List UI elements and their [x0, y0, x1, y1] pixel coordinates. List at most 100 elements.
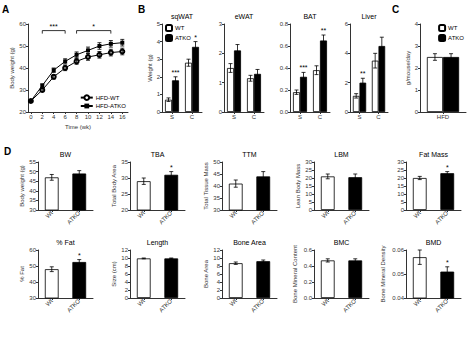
svg-text:4: 4: [125, 279, 129, 285]
svg-text:S: S: [357, 114, 361, 120]
svg-text:10: 10: [85, 114, 92, 120]
svg-text:Liver: Liver: [361, 13, 377, 20]
svg-text:*: *: [194, 34, 197, 41]
svg-text:0.2: 0.2: [280, 87, 289, 93]
svg-text:ATKO: ATKO: [66, 298, 82, 314]
svg-text:0.6: 0.6: [280, 43, 289, 49]
svg-text:50: 50: [19, 43, 26, 49]
svg-text:45: 45: [213, 171, 220, 177]
svg-text:5: 5: [401, 199, 405, 205]
svg-text:2: 2: [345, 80, 349, 86]
svg-text:Total Tissue Mass: Total Tissue Mass: [203, 162, 209, 210]
svg-text:0: 0: [345, 109, 349, 115]
svg-text:2: 2: [219, 50, 223, 56]
svg-text:8: 8: [217, 263, 221, 269]
svg-text:Fat Mass: Fat Mass: [419, 151, 448, 158]
svg-text:Wt: Wt: [320, 298, 330, 308]
svg-text:HFD-WT: HFD-WT: [96, 95, 120, 101]
svg-text:6: 6: [217, 271, 221, 277]
svg-text:40: 40: [213, 183, 220, 189]
svg-text:***: ***: [171, 69, 179, 76]
svg-text:4: 4: [157, 39, 161, 45]
svg-text:50: 50: [213, 159, 220, 165]
svg-text:0: 0: [401, 207, 405, 213]
svg-text:Lean Body Mass: Lean Body Mass: [295, 164, 301, 209]
svg-text:6: 6: [63, 114, 67, 120]
svg-text:25: 25: [397, 167, 404, 173]
svg-text:55: 55: [29, 159, 36, 165]
svg-text:4: 4: [415, 21, 419, 27]
svg-text:0.04: 0.04: [392, 295, 404, 301]
svg-text:Wt: Wt: [412, 298, 422, 308]
svg-text:D: D: [4, 146, 11, 157]
svg-text:C: C: [190, 114, 195, 120]
svg-text:0.05: 0.05: [392, 271, 404, 277]
svg-text:Body weight (g): Body weight (g): [9, 47, 15, 89]
svg-text:40: 40: [19, 65, 26, 71]
svg-text:0: 0: [217, 295, 221, 301]
svg-text:15: 15: [397, 183, 404, 189]
svg-text:C: C: [392, 4, 399, 15]
svg-text:3: 3: [219, 21, 223, 27]
svg-text:Wt: Wt: [320, 210, 330, 220]
svg-text:0.06: 0.06: [392, 247, 404, 253]
svg-text:10: 10: [121, 255, 128, 261]
svg-text:30: 30: [305, 159, 312, 165]
svg-text:C: C: [252, 114, 257, 120]
svg-text:3: 3: [157, 56, 161, 62]
svg-text:0.4: 0.4: [280, 65, 289, 71]
svg-text:0.0: 0.0: [304, 295, 313, 301]
svg-text:10: 10: [397, 191, 404, 197]
svg-text:ATKO: ATKO: [66, 210, 82, 226]
svg-text:35: 35: [121, 159, 128, 165]
svg-text:60: 60: [19, 21, 26, 27]
svg-text:25: 25: [121, 191, 128, 197]
svg-text:0: 0: [125, 295, 129, 301]
svg-text:45: 45: [29, 178, 36, 184]
svg-text:25: 25: [305, 167, 312, 173]
svg-text:0: 0: [157, 109, 161, 115]
svg-text:50: 50: [29, 169, 36, 175]
svg-text:ATKO: ATKO: [342, 298, 358, 314]
svg-text:sqWAT: sqWAT: [171, 13, 194, 21]
svg-text:Size (cm): Size (cm): [111, 261, 117, 286]
svg-text:0: 0: [415, 109, 419, 115]
svg-text:TBA: TBA: [151, 151, 165, 158]
svg-text:2: 2: [41, 114, 45, 120]
svg-text:8: 8: [75, 114, 79, 120]
svg-text:Length: Length: [147, 239, 169, 247]
svg-text:Body weight (g): Body weight (g): [19, 165, 25, 207]
svg-text:6: 6: [345, 21, 349, 27]
svg-text:**: **: [360, 70, 366, 77]
svg-text:60: 60: [29, 247, 36, 253]
svg-text:**: **: [321, 27, 327, 34]
svg-text:***: ***: [299, 64, 307, 71]
svg-text:0.6: 0.6: [304, 247, 313, 253]
svg-text:Wt: Wt: [44, 298, 54, 308]
svg-text:BAT: BAT: [303, 13, 317, 20]
svg-text:15: 15: [305, 183, 312, 189]
svg-text:ATKO: ATKO: [434, 298, 450, 314]
svg-text:Wt: Wt: [228, 298, 238, 308]
svg-text:Wt: Wt: [412, 210, 422, 220]
svg-text:WT: WT: [175, 25, 185, 31]
svg-text:C: C: [376, 114, 381, 120]
svg-text:*: *: [170, 164, 173, 171]
svg-text:35: 35: [29, 197, 36, 203]
svg-text:0.0: 0.0: [280, 109, 289, 115]
svg-text:5: 5: [309, 199, 313, 205]
svg-text:*: *: [446, 259, 449, 266]
svg-text:12: 12: [213, 247, 220, 253]
svg-text:C: C: [318, 114, 323, 120]
svg-text:WT: WT: [448, 25, 458, 31]
svg-text:10: 10: [213, 255, 220, 261]
svg-text:% Fat: % Fat: [56, 239, 74, 246]
svg-text:0.2: 0.2: [304, 279, 313, 285]
svg-text:S: S: [298, 114, 302, 120]
svg-text:ATKO: ATKO: [158, 298, 174, 314]
svg-text:Time (wk): Time (wk): [65, 124, 91, 130]
svg-text:ATKO: ATKO: [342, 210, 358, 226]
svg-text:3: 3: [415, 43, 419, 49]
svg-text:BMD: BMD: [426, 239, 442, 246]
svg-text:8: 8: [125, 263, 129, 269]
